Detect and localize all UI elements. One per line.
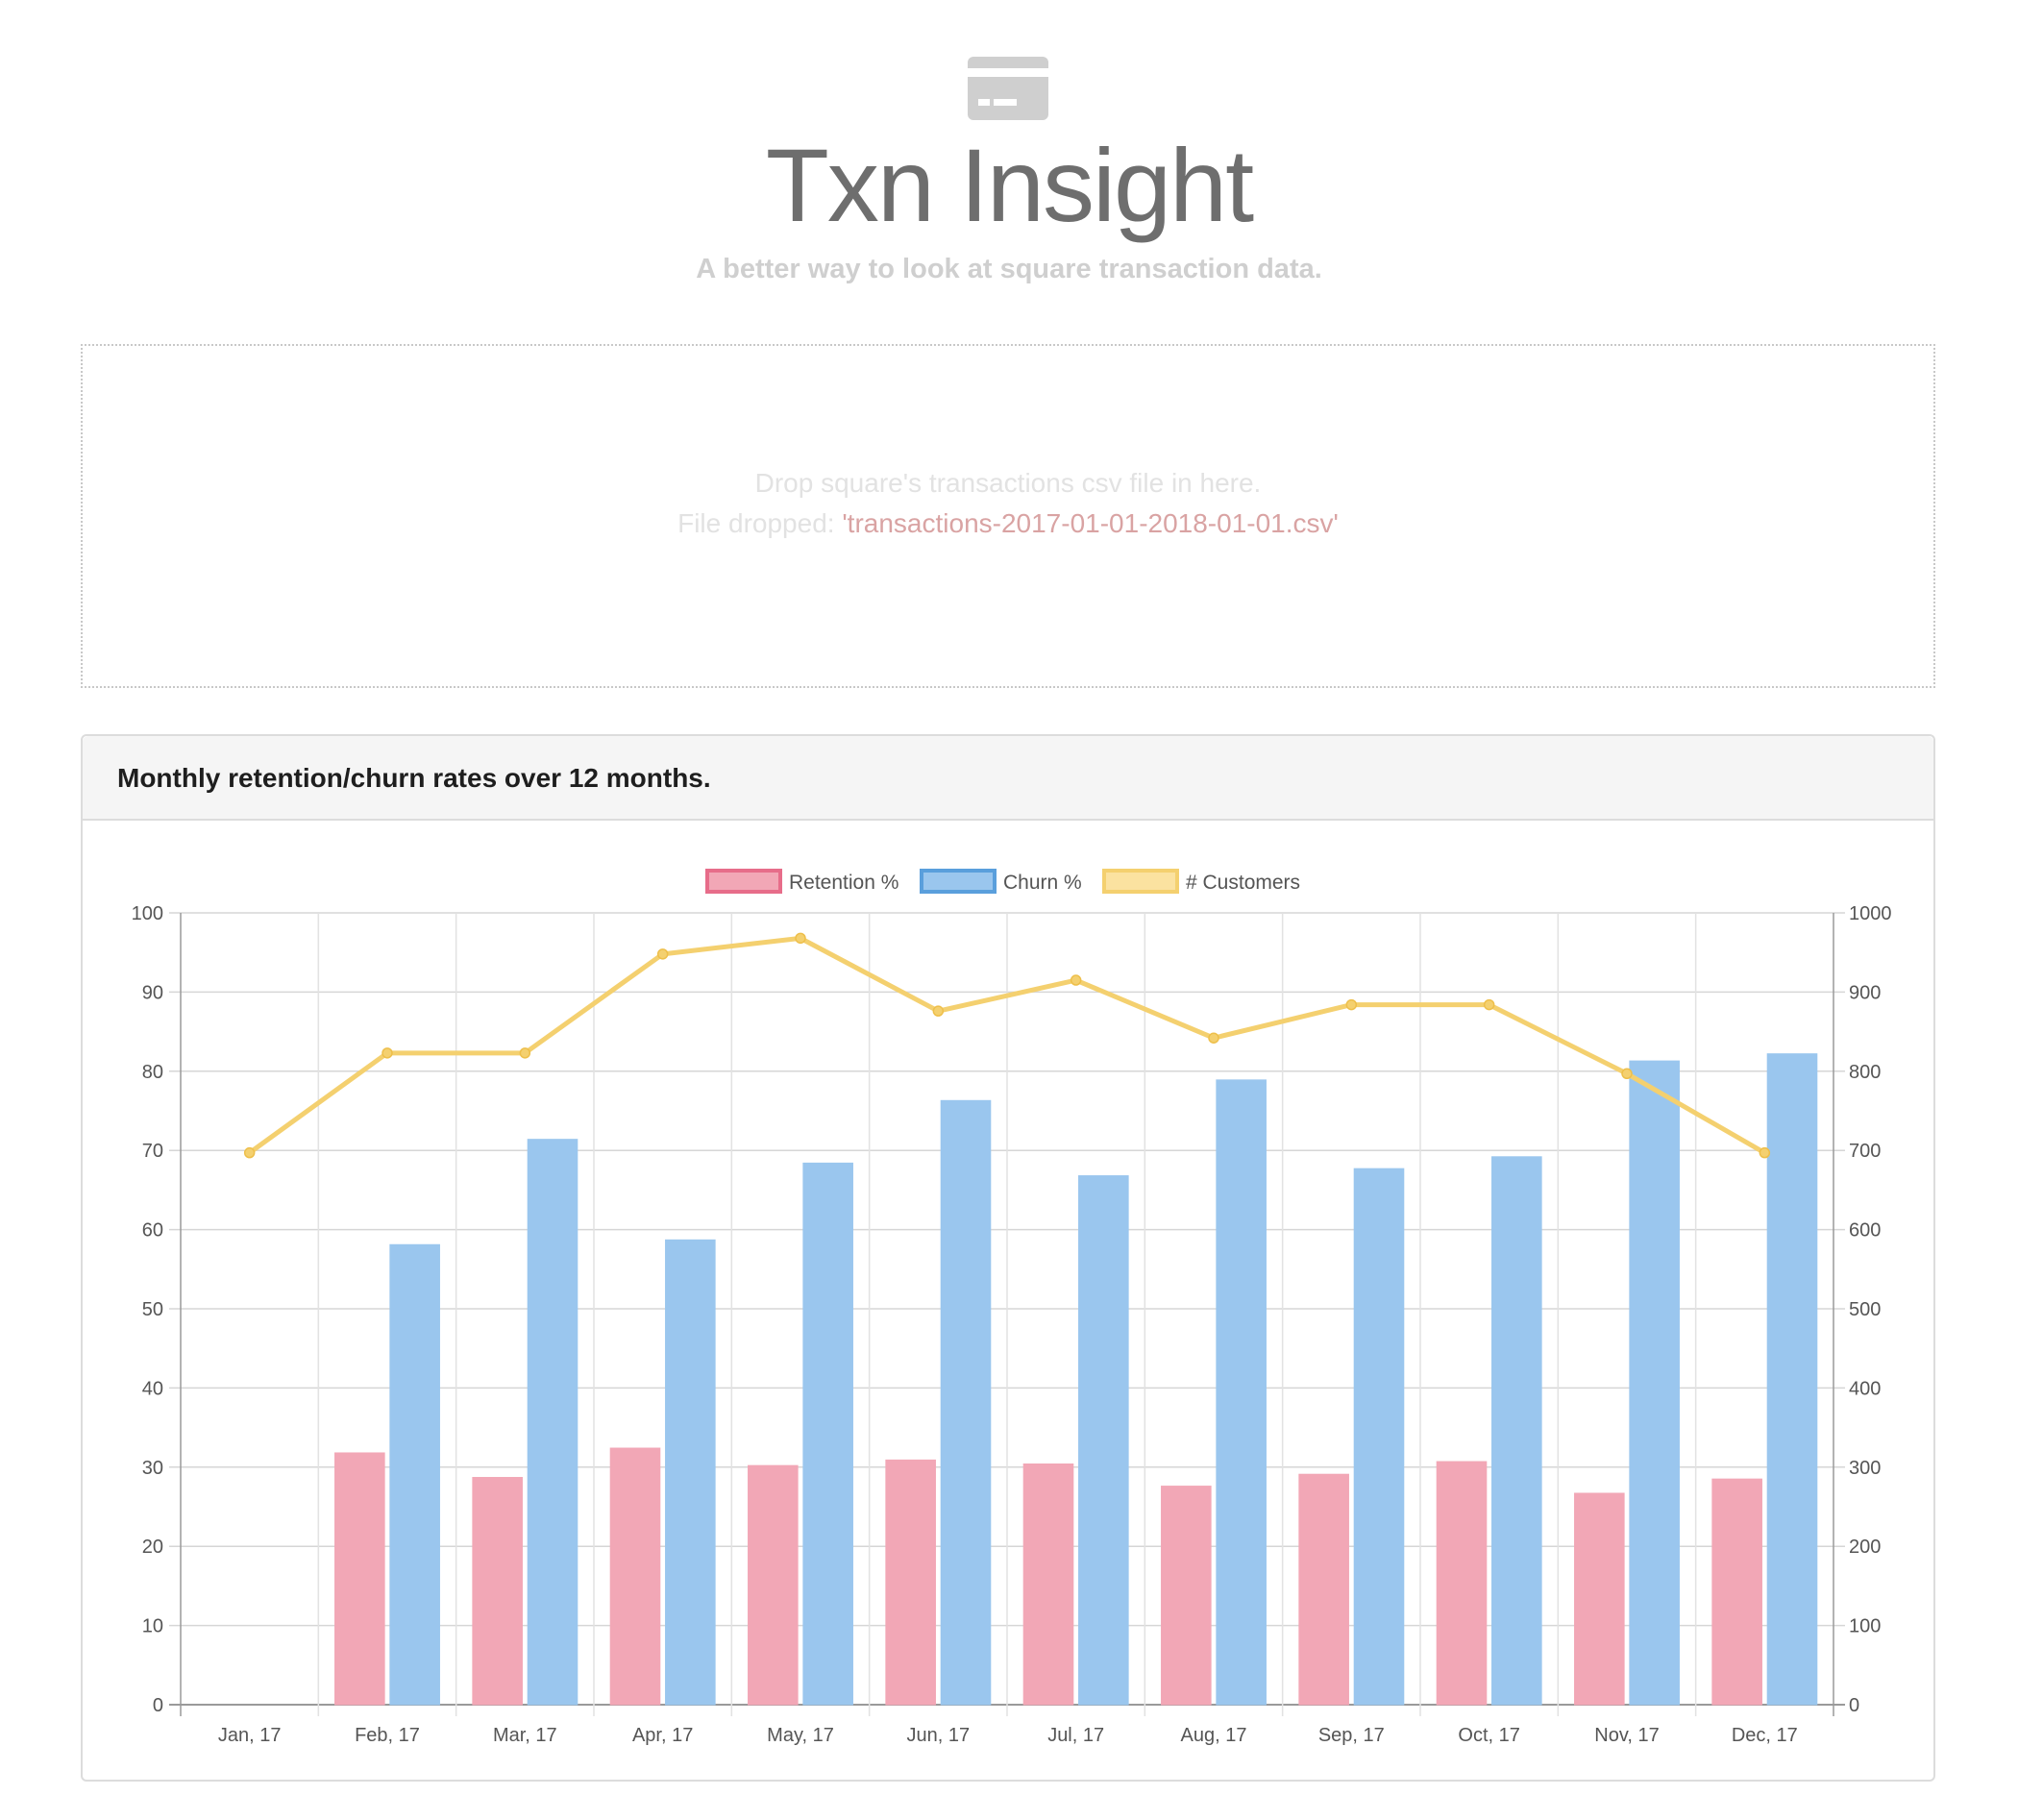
x-tick-label: Jul, 17: [1047, 1725, 1104, 1746]
app-subtitle: A better way to look at square transacti…: [696, 254, 1322, 284]
x-tick-label: Oct, 17: [1458, 1725, 1519, 1746]
y-left-tick-label: 70: [142, 1141, 163, 1162]
y-left-tick-label: 100: [132, 903, 163, 924]
legend-label: Retention %: [789, 872, 898, 894]
legend-swatch: [1102, 869, 1179, 894]
retention-bar: [748, 1464, 799, 1706]
legend-swatch: [920, 869, 997, 894]
y-left-tick-label: 10: [142, 1616, 163, 1637]
retention-bar: [1298, 1473, 1349, 1706]
x-tick-label: Aug, 17: [1181, 1725, 1247, 1746]
churn-bar: [1353, 1168, 1405, 1706]
churn-bar: [802, 1162, 853, 1706]
customers-point: [1759, 1146, 1771, 1159]
app-title: Txn Insight: [765, 127, 1254, 243]
retention-bar: [1022, 1463, 1074, 1706]
retention-bar: [1574, 1492, 1625, 1706]
y-left-tick-label: 60: [142, 1220, 163, 1242]
customers-point: [1345, 998, 1358, 1011]
chart-panel: Monthly retention/churn rates over 12 mo…: [81, 734, 1935, 1782]
y-right-tick-label: 400: [1849, 1378, 1881, 1399]
customers-point: [1070, 974, 1082, 986]
dropzone-instruction: Drop square's transactions csv file in h…: [754, 468, 1262, 498]
y-left-tick-label: 80: [142, 1062, 163, 1083]
churn-bar: [1629, 1060, 1680, 1706]
x-tick-label: Nov, 17: [1594, 1725, 1659, 1746]
y-left-tick-label: 30: [142, 1458, 163, 1479]
y-left-tick-label: 50: [142, 1299, 163, 1320]
customers-point: [519, 1047, 531, 1059]
churn-bar: [665, 1239, 716, 1706]
churn-bar: [940, 1099, 992, 1706]
retention-churn-chart: 0102030405060708090100010020030040050060…: [132, 869, 1892, 1746]
credit-card-icon: [968, 57, 1048, 120]
customers-line: [248, 935, 1766, 1155]
x-tick-label: Jan, 17: [218, 1725, 282, 1746]
churn-bar: [1766, 1053, 1818, 1706]
dropped-file-name: 'transactions-2017-01-01-2018-01-01.csv': [842, 508, 1339, 538]
y-right-tick-label: 0: [1849, 1695, 1859, 1716]
customers-point: [932, 1005, 945, 1017]
y-right-tick-label: 800: [1849, 1062, 1881, 1083]
retention-bar: [885, 1459, 936, 1706]
x-tick-label: May, 17: [767, 1725, 834, 1746]
legend-label: Churn %: [1003, 872, 1082, 894]
y-right-tick-label: 600: [1849, 1220, 1881, 1242]
customers-point: [1483, 998, 1495, 1011]
customers-point: [1208, 1032, 1219, 1044]
y-right-tick-label: 300: [1849, 1458, 1881, 1479]
retention-bar: [609, 1447, 661, 1706]
legend-swatch: [705, 869, 782, 894]
x-tick-label: Jun, 17: [907, 1725, 971, 1746]
y-right-tick-label: 100: [1849, 1616, 1881, 1637]
y-left-tick-label: 0: [153, 1695, 163, 1716]
customers-point: [795, 932, 806, 945]
x-tick-label: Sep, 17: [1318, 1725, 1385, 1746]
x-tick-label: Feb, 17: [355, 1725, 420, 1746]
y-right-tick-label: 700: [1849, 1141, 1881, 1162]
retention-bar: [1436, 1461, 1488, 1706]
file-dropzone[interactable]: Drop square's transactions csv file in h…: [81, 344, 1935, 688]
x-tick-label: Dec, 17: [1732, 1725, 1798, 1746]
y-right-tick-label: 200: [1849, 1537, 1881, 1558]
retention-bar: [334, 1452, 385, 1706]
y-right-tick-label: 500: [1849, 1299, 1881, 1320]
dropped-label: File dropped:: [677, 508, 835, 538]
customers-point: [381, 1047, 393, 1059]
y-left-tick-label: 40: [142, 1378, 163, 1399]
panel-header: Monthly retention/churn rates over 12 mo…: [83, 736, 1933, 821]
retention-bar: [472, 1477, 523, 1706]
legend-label: # Customers: [1186, 872, 1300, 894]
customers-point: [243, 1146, 256, 1159]
x-tick-label: Mar, 17: [493, 1725, 557, 1746]
y-right-tick-label: 900: [1849, 982, 1881, 1003]
churn-bar: [1491, 1156, 1542, 1706]
y-left-tick-label: 90: [142, 982, 163, 1003]
retention-bar: [1161, 1486, 1212, 1706]
y-right-tick-label: 1000: [1849, 903, 1892, 924]
churn-bar: [1216, 1079, 1267, 1706]
customers-point: [1621, 1068, 1633, 1080]
y-left-tick-label: 20: [142, 1537, 163, 1558]
churn-bar: [389, 1243, 440, 1706]
x-tick-label: Apr, 17: [632, 1725, 693, 1746]
customers-point: [656, 948, 669, 960]
panel-title: Monthly retention/churn rates over 12 mo…: [117, 763, 711, 793]
churn-bar: [1078, 1175, 1129, 1706]
dropzone-status: File dropped: 'transactions-2017-01-01-2…: [83, 508, 1933, 539]
retention-bar: [1711, 1478, 1762, 1706]
churn-bar: [527, 1139, 578, 1706]
